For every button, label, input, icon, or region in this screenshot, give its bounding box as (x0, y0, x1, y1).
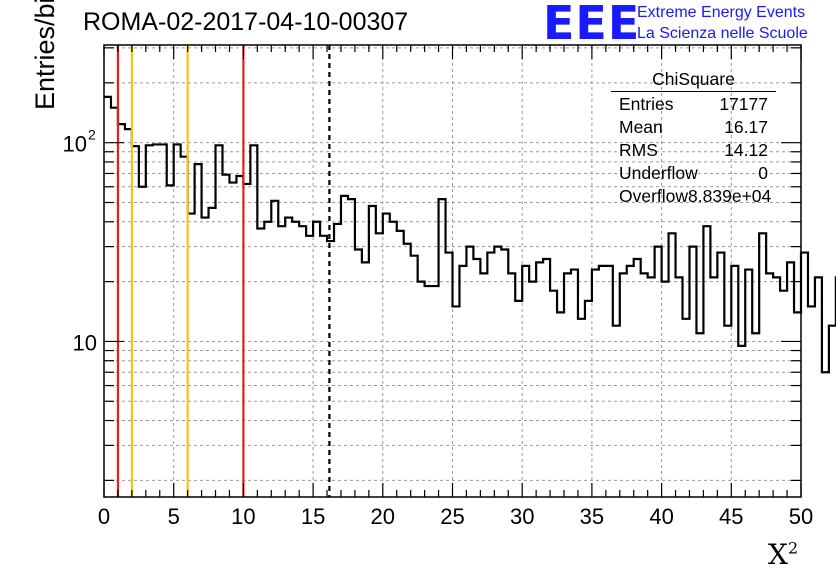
stats-box: ChiSquare Entries 17177 Mean 16.17 RMS 14.1… (611, 69, 776, 208)
x-tick-label: 15 (301, 504, 325, 529)
stats-value: 0 (758, 163, 768, 183)
stats-row-entries: Entries 17177 (611, 93, 776, 116)
stats-row-rms: RMS 14.12 (611, 139, 776, 162)
stats-label: Mean (619, 117, 663, 137)
stats-label: Underflow (619, 163, 698, 183)
logo-subtitle-1: Extreme Energy Events (637, 4, 806, 21)
histogram-series (104, 95, 836, 374)
stats-value: 16.17 (724, 117, 768, 137)
x-tick-label: 45 (719, 504, 743, 529)
y-tick-label: 10 (73, 330, 97, 355)
x-tick-label: 35 (580, 504, 604, 529)
y-tick-label-exponent: 2 (88, 127, 96, 143)
stats-row-underflow: Underflow 0 (611, 162, 776, 185)
x-tick-label: 10 (231, 504, 255, 529)
eee-logo: EEE (543, 0, 641, 50)
logo-subtitle-2: La Scienza nelle Scuole (637, 25, 808, 42)
stats-value: 14.12 (724, 140, 768, 160)
stats-value: 8.839e+04 (688, 186, 772, 206)
x-tick-label: 50 (789, 504, 813, 529)
x-axis-label-base: X (768, 538, 788, 571)
x-tick-label: 40 (649, 504, 673, 529)
x-axis-label: X2 (768, 538, 798, 571)
y-tick-label: 10 (63, 132, 87, 157)
chart-title: ROMA-02-2017-04-10-00307 (83, 8, 409, 36)
stats-label: Overflow (619, 186, 689, 206)
stats-label: Entries (619, 94, 674, 114)
x-tick-label: 5 (168, 504, 180, 529)
x-tick-label: 30 (510, 504, 534, 529)
stats-label: RMS (619, 140, 658, 160)
stats-row-mean: Mean 16.17 (611, 116, 776, 139)
x-tick-label: 0 (98, 504, 110, 529)
x-tick-label: 20 (371, 504, 395, 529)
stats-row-overflow: Overflow 8.839e+04 (611, 185, 776, 208)
x-tick-label: 25 (440, 504, 464, 529)
x-axis-label-exponent: 2 (787, 538, 799, 558)
stats-value: 17177 (719, 94, 768, 114)
stats-title: ChiSquare (611, 69, 776, 92)
